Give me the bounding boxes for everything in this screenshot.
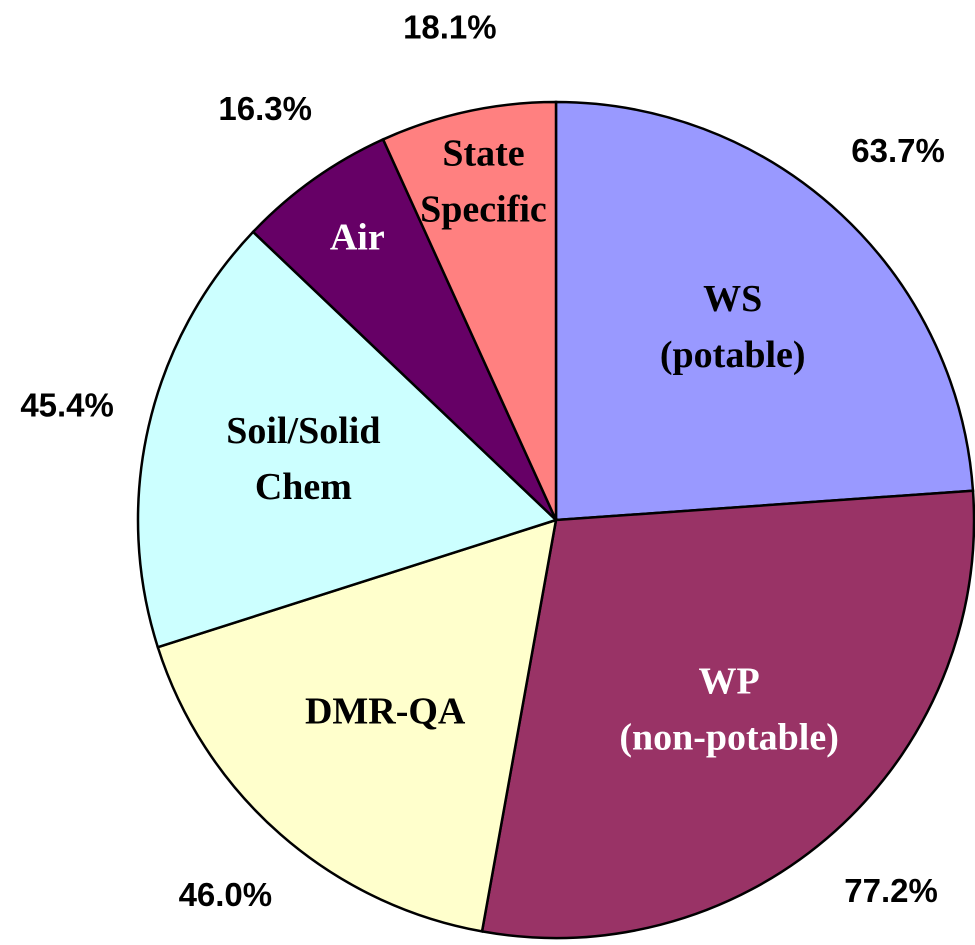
- value-label: 18.1%: [403, 8, 497, 45]
- value-label: 46.0%: [179, 876, 273, 913]
- value-label: 16.3%: [218, 90, 312, 127]
- slice-label: Specific: [420, 189, 547, 231]
- slice-label: WS: [703, 278, 762, 320]
- pie-slice: [156, 518, 558, 933]
- pie-slice: [251, 137, 558, 521]
- pie-slice: [480, 489, 975, 940]
- pie-slice: [381, 100, 558, 521]
- value-label: 45.4%: [20, 387, 114, 424]
- value-label: 63.7%: [851, 132, 945, 169]
- value-label: 77.2%: [844, 872, 938, 909]
- pie-slice: [554, 100, 975, 522]
- slice-label: (potable): [660, 334, 806, 376]
- slice-label: Air: [330, 216, 385, 258]
- slice-label: State: [442, 133, 524, 175]
- slice-label: (non-potable): [619, 717, 839, 759]
- slice-label: Soil/Solid: [226, 410, 380, 452]
- slice-label: WP: [699, 661, 760, 703]
- slice-label: DMR-QA: [305, 691, 466, 733]
- pie-slice: [136, 230, 559, 649]
- slice-label: Chem: [255, 466, 352, 508]
